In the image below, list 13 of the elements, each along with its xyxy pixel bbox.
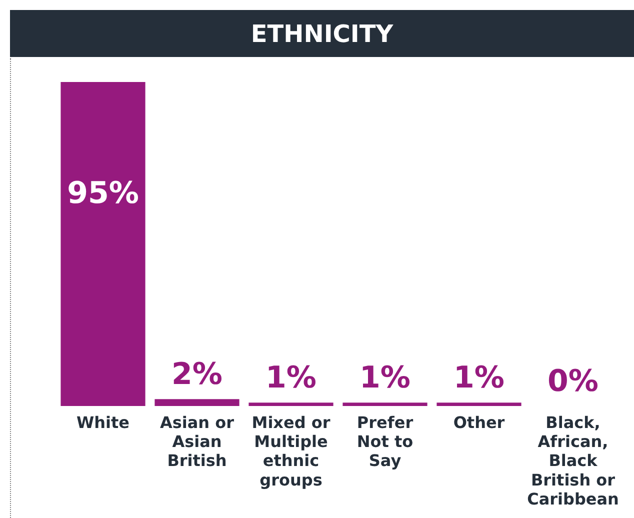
data-label: 0% (548, 364, 598, 399)
x-tick-label: Prefer Not to Say (356, 412, 414, 470)
data-label: 1% (454, 360, 504, 396)
x-tick-label: Mixed or Multiple ethnic groups (252, 412, 330, 490)
data-label: 2% (172, 356, 222, 392)
x-tick-label: White (76, 412, 130, 432)
x-tick-label: Other (453, 412, 505, 432)
x-tick-label: Asian or Asian British (160, 412, 234, 470)
chart-title: ETHNICITY (10, 10, 634, 57)
data-label: 1% (360, 360, 410, 396)
data-label: 95% (67, 176, 139, 212)
data-label: 1% (266, 360, 316, 396)
x-tick-label: Black, African, Black British or Caribbean (527, 412, 619, 509)
